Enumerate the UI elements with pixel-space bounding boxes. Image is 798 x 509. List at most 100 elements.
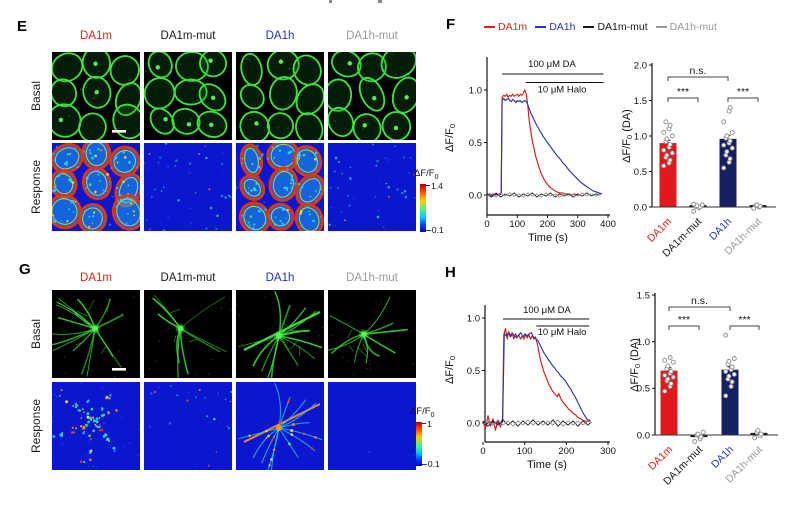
g-row-label-response: Response xyxy=(29,398,43,454)
e-colorbar: ΔF/F0 1.4 -0.1 xyxy=(412,168,460,240)
e-basal-da1m-image xyxy=(52,52,140,140)
svg-text:n.s.: n.s. xyxy=(691,295,708,307)
e-colorbar-title: ΔF/F0 xyxy=(414,168,439,181)
svg-text:0.0: 0.0 xyxy=(637,430,650,441)
e-basal-da1h-image xyxy=(236,52,324,140)
g-column-header-da1m-mut: DA1m-mut xyxy=(160,272,216,284)
g-colorbar-gradient xyxy=(416,422,422,466)
e-colorbar-min: -0.1 xyxy=(429,225,444,235)
svg-text:200: 200 xyxy=(558,446,574,457)
svg-text:100: 100 xyxy=(509,219,525,230)
svg-text:ΔF/F0 (DA): ΔF/F0 (DA) xyxy=(621,109,634,163)
svg-text:ΔF/F0: ΔF/F0 xyxy=(444,124,457,152)
svg-text:0.0: 0.0 xyxy=(634,202,647,213)
e-row-label-response: Response xyxy=(29,159,43,215)
e-colorbar-max: 1.4 xyxy=(431,181,443,191)
line-swatch-icon xyxy=(484,25,495,29)
svg-text:10 μM Halo: 10 μM Halo xyxy=(538,85,587,96)
e-colorbar-tick-min xyxy=(426,230,430,231)
cropped-text-artifact xyxy=(329,0,332,3)
e-row-label-basal: Basal xyxy=(29,80,43,112)
g-colorbar-title: ΔF/F0 xyxy=(410,406,435,419)
e-colorbar-gradient xyxy=(420,184,426,232)
g-colorbar-min: -0.1 xyxy=(425,459,440,469)
svg-text:400: 400 xyxy=(600,219,616,230)
g-basal-da1h-mut-image xyxy=(328,290,416,378)
svg-text:1.5: 1.5 xyxy=(634,96,647,107)
legend-item-da1m-mut: DA1m-mut xyxy=(583,21,648,33)
e-basal-da1m-mut-image xyxy=(144,52,232,140)
svg-text:1.0: 1.0 xyxy=(634,131,647,142)
svg-text:300: 300 xyxy=(600,446,616,457)
legend-label: DA1h xyxy=(549,21,576,33)
e-response-da1m-mut-image xyxy=(144,143,232,231)
g-column-header-da1h: DA1h xyxy=(265,272,295,284)
svg-text:200: 200 xyxy=(540,219,556,230)
e-colorbar-tick-max xyxy=(426,185,430,186)
legend-item-da1h: DA1h xyxy=(535,21,575,33)
svg-text:***: *** xyxy=(738,314,750,326)
panel-f-label: F xyxy=(446,16,456,33)
e-basal-da1h-mut-image xyxy=(328,52,416,140)
g-colorbar: ΔF/F0 1 -0.1 xyxy=(408,406,456,478)
svg-text:0.5: 0.5 xyxy=(634,167,647,178)
e-response-da1h-image xyxy=(236,143,324,231)
svg-text:300: 300 xyxy=(570,219,586,230)
svg-text:n.s.: n.s. xyxy=(690,65,707,77)
svg-text:Time (s): Time (s) xyxy=(527,459,567,471)
line-swatch-icon xyxy=(655,25,667,29)
svg-text:100 μM DA: 100 μM DA xyxy=(528,59,576,70)
g-colorbar-tick-max xyxy=(422,423,426,424)
g-response-da1m-image xyxy=(52,382,140,470)
f-response-trace-chart: 0.0 0.5 1.0 0 100 200 300 400 Time (s) ΔF/F0 100 μ… xyxy=(444,57,616,244)
legend-label: DA1h-mut xyxy=(669,21,717,33)
svg-text:DA1h: DA1h xyxy=(707,216,734,243)
panel-h-label: H xyxy=(445,264,456,281)
panel-e-label: E xyxy=(17,18,28,35)
svg-text:***: *** xyxy=(737,86,749,98)
svg-text:10 μM Halo: 10 μM Halo xyxy=(538,327,587,338)
g-response-da1m-mut-image xyxy=(144,382,232,470)
line-swatch-icon xyxy=(583,25,595,29)
g-response-da1h-image xyxy=(236,382,324,470)
svg-text:1.0: 1.0 xyxy=(637,337,650,348)
svg-text:***: *** xyxy=(678,314,690,326)
svg-text:***: *** xyxy=(677,86,689,98)
g-colorbar-max: 1 xyxy=(427,419,432,429)
line-swatch-icon xyxy=(535,25,547,29)
e-column-header-da1h-mut: DA1h-mut xyxy=(346,30,398,42)
svg-text:Time (s): Time (s) xyxy=(528,232,568,244)
svg-text:ΔF/F0: ΔF/F0 xyxy=(444,356,457,384)
legend-item-da1h-mut: DA1h-mut xyxy=(655,21,717,33)
g-row-label-basal: Basal xyxy=(29,318,43,350)
e-column-header-da1m: DA1m xyxy=(80,30,112,42)
g-column-header-da1h-mut: DA1h-mut xyxy=(346,272,398,284)
e-column-header-da1h: DA1h xyxy=(265,30,295,42)
svg-text:2.0: 2.0 xyxy=(634,60,647,71)
e-column-header-da1m-mut: DA1m-mut xyxy=(160,30,216,42)
g-basal-da1m-mut-image xyxy=(144,290,232,378)
svg-text:100: 100 xyxy=(517,446,533,457)
svg-text:0.0: 0.0 xyxy=(469,190,482,201)
svg-text:0.0: 0.0 xyxy=(467,418,480,429)
svg-text:ΔF/F0 (DA): ΔF/F0 (DA) xyxy=(629,338,642,392)
svg-text:1.5: 1.5 xyxy=(637,290,650,301)
svg-text:0.5: 0.5 xyxy=(469,138,482,149)
svg-text:0.5: 0.5 xyxy=(467,366,480,377)
legend-label: DA1m-mut xyxy=(597,21,648,33)
e-response-da1m-image xyxy=(52,143,140,231)
f-legend: DA1m DA1h DA1m-mut DA1h-mut xyxy=(484,21,717,33)
svg-text:0: 0 xyxy=(480,446,485,457)
g-basal-da1m-image xyxy=(52,290,140,378)
svg-text:100 μM DA: 100 μM DA xyxy=(523,305,571,316)
svg-text:0.5: 0.5 xyxy=(637,384,650,395)
legend-item-da1m: DA1m xyxy=(484,21,527,33)
svg-text:DA1h: DA1h xyxy=(709,444,736,471)
g-column-header-da1m: DA1m xyxy=(80,272,112,284)
e-response-da1h-mut-image xyxy=(328,143,416,231)
cropped-text-artifact xyxy=(378,0,382,3)
panel-g-label: G xyxy=(19,261,31,278)
